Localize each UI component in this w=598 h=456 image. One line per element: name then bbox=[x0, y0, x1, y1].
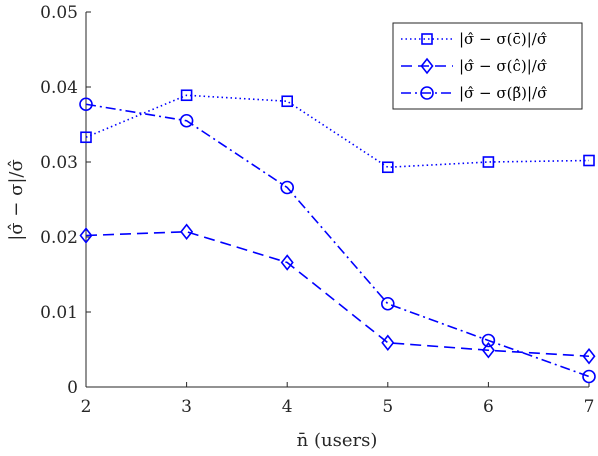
data-point bbox=[381, 334, 395, 352]
series-diamond bbox=[79, 223, 596, 365]
data-point bbox=[281, 95, 294, 108]
y-tick-label: 0.03 bbox=[40, 153, 78, 173]
data-point bbox=[79, 97, 93, 112]
axes: 2 3 4 5 6 7 0 0.01 0.02 0.03 0.04 0.05 bbox=[40, 3, 594, 417]
legend-label: |σ̂ − σ(c̄)|/σ̂ bbox=[459, 30, 547, 48]
legend-label: |σ̂ − σ(ĉ)|/σ̂ bbox=[459, 57, 547, 75]
y-tick-label: 0 bbox=[67, 378, 78, 398]
x-axis-label: n̄ (users) bbox=[297, 430, 378, 451]
data-point bbox=[280, 180, 295, 195]
legend-marker bbox=[420, 57, 434, 75]
data-point bbox=[381, 161, 394, 174]
data-point bbox=[481, 341, 495, 359]
data-point bbox=[482, 156, 495, 168]
y-tick-label: 0.05 bbox=[40, 3, 78, 23]
data-point bbox=[583, 154, 595, 167]
legend-entry: |σ̂ − σ(β̃)|/σ̂ bbox=[401, 84, 547, 102]
x-tick-label: 5 bbox=[382, 397, 393, 417]
series-layer bbox=[79, 89, 596, 384]
data-point bbox=[582, 347, 596, 365]
legend-entry: |σ̂ − σ(c̄)|/σ̂ bbox=[401, 30, 547, 48]
series-circle bbox=[79, 97, 596, 384]
data-point bbox=[80, 131, 92, 144]
series-line bbox=[85, 103, 590, 378]
x-tick-label: 4 bbox=[282, 397, 293, 417]
legend-entry: |σ̂ − σ(ĉ)|/σ̂ bbox=[401, 57, 547, 75]
series-square bbox=[80, 89, 595, 174]
x-tick-label: 7 bbox=[584, 397, 595, 417]
x-tick-label: 2 bbox=[81, 397, 92, 417]
data-point bbox=[180, 223, 194, 241]
data-point bbox=[179, 113, 194, 128]
data-point bbox=[79, 227, 93, 244]
y-tick-label: 0.01 bbox=[40, 303, 78, 323]
legend-marker bbox=[421, 33, 433, 45]
series-line bbox=[85, 94, 590, 169]
x-tick-label: 6 bbox=[483, 397, 494, 417]
legend-label: |σ̂ − σ(β̃)|/σ̂ bbox=[459, 84, 547, 102]
legend-marker bbox=[420, 86, 434, 100]
series-line bbox=[85, 230, 590, 358]
data-point bbox=[280, 254, 294, 271]
y-tick-label: 0.02 bbox=[40, 228, 78, 248]
data-point bbox=[380, 296, 395, 311]
y-tick-label: 0.04 bbox=[40, 78, 78, 98]
data-point bbox=[180, 89, 193, 102]
x-tick-label: 3 bbox=[181, 397, 192, 417]
data-point bbox=[481, 333, 496, 348]
data-point bbox=[582, 369, 596, 384]
legend: |σ̂ − σ(c̄)|/σ̂ |σ̂ − σ(ĉ)|/σ̂ |σ̂ − σ(β̃)… bbox=[392, 22, 583, 110]
y-axis-label: |σ̂ − σ|/σ̂ bbox=[6, 159, 27, 241]
